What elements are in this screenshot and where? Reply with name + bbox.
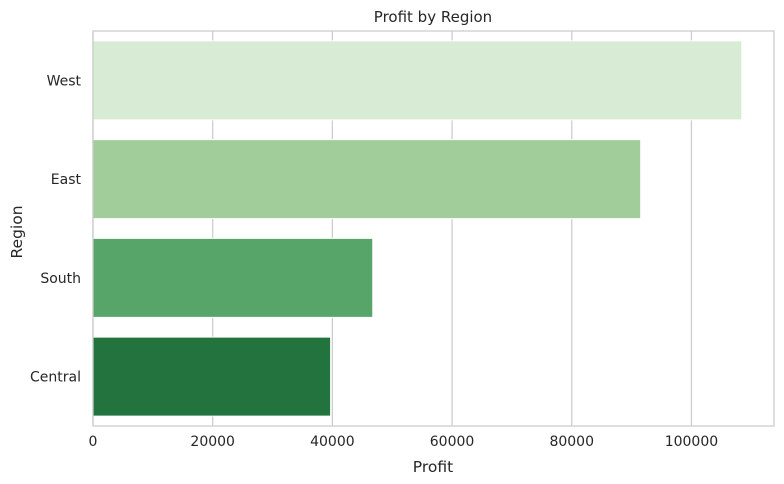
bar-south <box>92 237 374 318</box>
x-tick-labels: 0 20000 40000 60000 80000 100000 <box>89 434 719 450</box>
bar-west <box>92 40 743 121</box>
x-tick-label: 0 <box>89 434 98 450</box>
x-tick-label: 40000 <box>310 434 355 450</box>
y-tick-label: West <box>47 73 82 89</box>
x-tick-label: 20000 <box>190 434 235 450</box>
y-axis-title: Region <box>8 205 26 258</box>
bar-east <box>92 139 642 220</box>
x-tick-label: 60000 <box>430 434 475 450</box>
x-tick-label: 80000 <box>549 434 594 450</box>
y-tick-label: East <box>51 172 82 188</box>
plot-frame <box>92 30 775 427</box>
y-tick-labels: West East South Central <box>30 73 81 385</box>
y-tick-label: Central <box>30 370 81 386</box>
x-axis-title: Profit <box>413 458 453 476</box>
bars <box>92 40 743 417</box>
chart-title: Profit by Region <box>374 8 492 26</box>
x-tick-label: 100000 <box>665 434 718 450</box>
y-tick-label: South <box>40 271 81 287</box>
bar-central <box>92 336 332 417</box>
